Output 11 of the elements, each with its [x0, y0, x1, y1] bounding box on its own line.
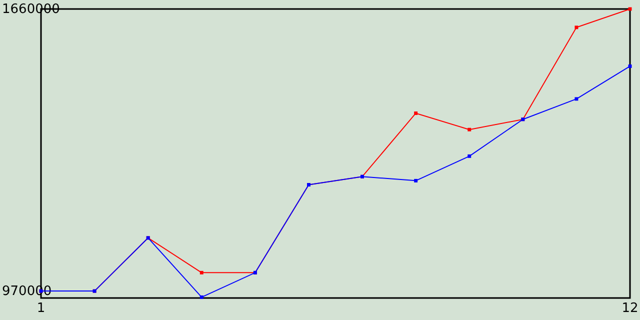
point [414, 112, 418, 115]
point [200, 295, 204, 299]
point [468, 128, 472, 132]
point [574, 97, 578, 101]
point [574, 26, 578, 30]
x-tick-label: 1 [36, 301, 46, 316]
point [414, 178, 418, 182]
point [200, 270, 204, 274]
x-tick-label: 12 [622, 301, 638, 316]
point [468, 154, 472, 158]
y-tick-label: 1660000 [2, 2, 60, 18]
